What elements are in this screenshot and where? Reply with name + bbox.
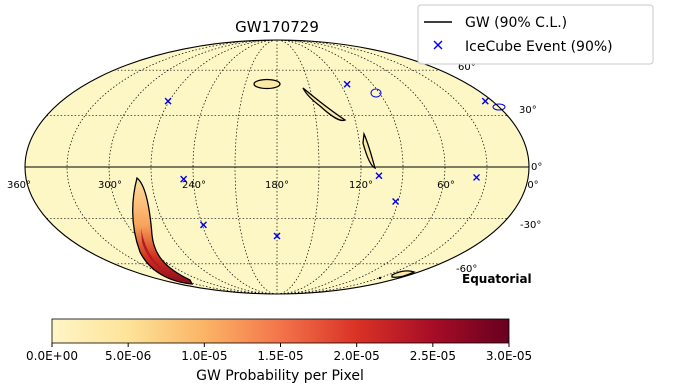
gw-contour-south [391, 270, 416, 278]
gw-heat-core [141, 228, 170, 275]
gw-contour-arc [302, 87, 347, 122]
gw-probability-region [132, 78, 416, 285]
icecube-event-marker [199, 221, 207, 229]
legend-gw-label: GW (90% C.L.) [465, 15, 567, 31]
ra-tick-label: 0° [527, 180, 538, 191]
dec-tick-label: 30° [519, 105, 537, 116]
icecube-error-circle [370, 88, 382, 98]
legend-box [417, 4, 654, 65]
meridian-line [276, 40, 446, 294]
colorbar-tick-label: 1.0E-05 [181, 349, 227, 363]
colorbar-tick-label: 3.0E-05 [486, 349, 532, 363]
meridian-line [108, 40, 278, 294]
meridian-line [66, 40, 278, 294]
icecube-event-marker [375, 172, 383, 180]
icecube-event-marker [481, 97, 489, 105]
graticule [25, 40, 529, 294]
gw-contour-band [362, 131, 377, 170]
coordinate-frame-label: Equatorial [462, 272, 532, 286]
colorbar: 0.0E+00 5.0E-06 1.0E-05 1.5E-05 2.0E-05 2.5E-… [26, 318, 532, 384]
colorbar-ticks: 0.0E+00 5.0E-06 1.0E-05 1.5E-05 2.0E-05 2.5E-… [26, 343, 532, 363]
icecube-event-marker [164, 97, 172, 105]
sky-outline [24, 39, 530, 295]
ra-tick-label: 240° [182, 180, 206, 191]
dec-tick-label: -30° [520, 220, 541, 231]
icecube-event-marker [343, 80, 351, 88]
meridian-line [276, 40, 404, 294]
gw-heat-blob [132, 176, 194, 285]
icecube-event-marker [392, 198, 400, 206]
ra-tick-label: 300° [98, 180, 122, 191]
icecube-event-marker [273, 232, 281, 240]
dec-tick-labels: 60° 30° 0° -30° -60° [456, 62, 542, 275]
colorbar-tick-label: 2.5E-05 [410, 349, 456, 363]
ra-tick-label: 180° [265, 180, 289, 191]
colorbar-tick-label: 1.5E-05 [257, 349, 303, 363]
legend: GW (90% C.L.) IceCube Event (90%) [417, 4, 654, 65]
gw-contour-dot [378, 276, 382, 280]
colorbar-tick-label: 2.0E-05 [334, 349, 380, 363]
gw-contour-island [253, 78, 281, 90]
dec-tick-label: 0° [531, 162, 542, 173]
icecube-event-marker [180, 175, 188, 183]
dec-tick-label: 60° [458, 62, 476, 73]
legend-icecube-label: IceCube Event (90%) [465, 39, 613, 55]
colorbar-gradient [51, 318, 510, 344]
ra-tick-label: 360° [7, 180, 31, 191]
icecube-event-marker [473, 173, 481, 181]
colorbar-tick-label: 5.0E-06 [105, 349, 151, 363]
chart-title: GW170729 [235, 18, 319, 36]
ra-tick-label: 120° [349, 180, 373, 191]
icecube-layer [164, 80, 489, 240]
legend-x-marker-icon [433, 40, 443, 50]
colorbar-tick-label: 0.0E+00 [26, 349, 78, 363]
icecube-error-circle [492, 103, 506, 111]
ra-tick-label: 60° [437, 180, 455, 191]
colorbar-label: GW Probability per Pixel [196, 368, 364, 384]
ra-tick-labels: 360° 300° 240° 180° 120° 60° 0° [7, 180, 539, 191]
dec-tick-label: -60° [456, 264, 477, 275]
